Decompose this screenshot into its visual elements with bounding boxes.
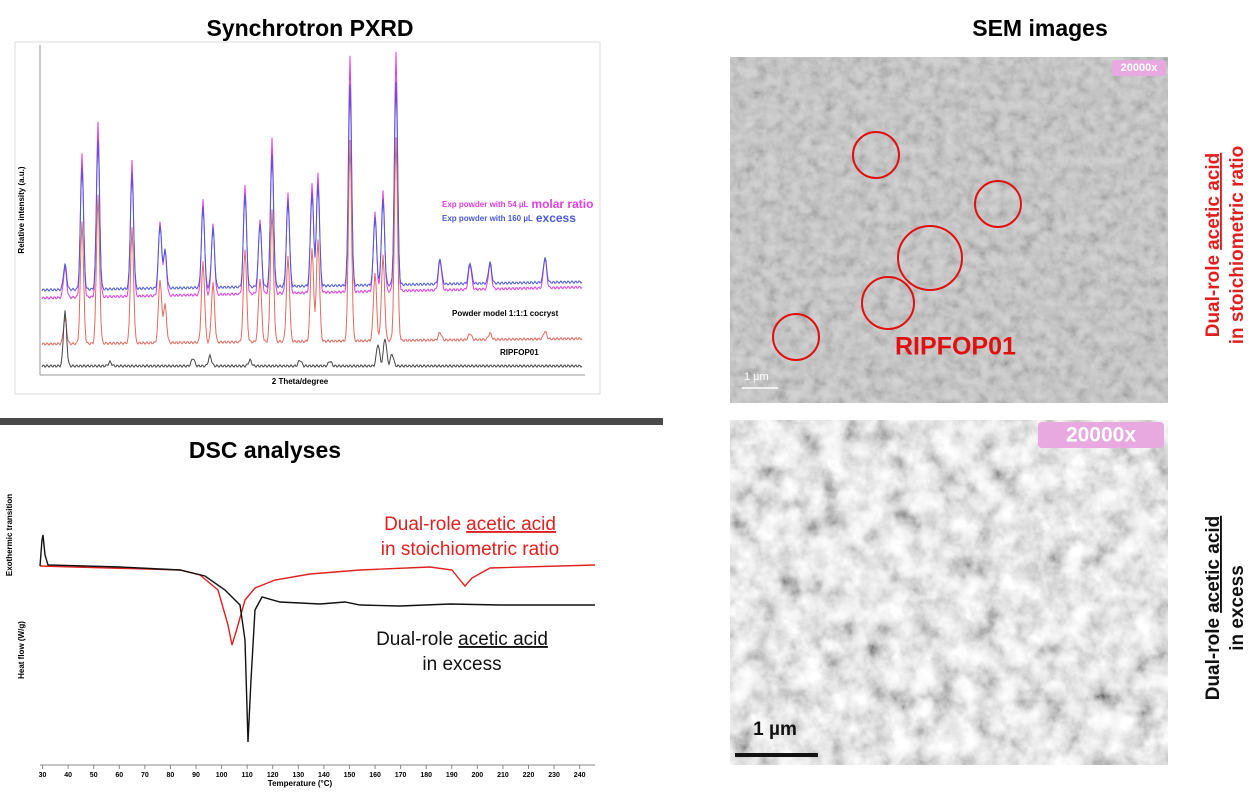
x-tick-label: 230 [548,772,560,779]
pxrd-trace [41,81,583,292]
annotation: Dual-role acetic acid [376,629,548,650]
x-tick-label: 200 [472,772,484,779]
x-tick-label: 50 [90,772,98,779]
dsc-y-label: Heat flow (W/g) [17,621,26,679]
sem-label: RIPFOP01 [895,333,1016,361]
x-tick-label: 210 [497,772,509,779]
side-label: in excess [1227,565,1248,651]
annotation: Dual-role acetic acid [384,514,556,535]
dsc-curve-black [39,534,595,743]
scale-label: 1 µm [753,719,797,740]
pxrd-traces [41,51,583,369]
x-tick-label: 110 [242,772,253,779]
circles [772,131,1022,361]
pxrd-frame [14,41,601,395]
x-tick-label: 180 [420,772,432,779]
x-tick-label: 150 [344,772,356,779]
pxrd-title: Synchrotron PXRD [206,15,413,41]
sem-tint [730,57,1168,403]
x-tick-label: 240 [574,772,586,779]
pxrd-trace [41,310,583,369]
trace-label: RIPFOP01 [500,348,539,357]
x-tick-label: 170 [395,772,407,779]
side-label: in stoichiometric ratio [1227,146,1248,344]
x-tick-label: 30 [39,772,47,779]
pxrd-trace [41,137,583,346]
sem-image [730,420,1168,765]
divider [0,418,663,425]
x-tick-label: 60 [115,772,123,779]
dsc-ticks: 30 40 50 60 70 80 90 100 110 120 130 140 150 160 170 18… [39,765,586,779]
annotation: in excess [422,654,501,675]
mag-badge [1112,60,1166,76]
trace-label: Powder model 1:1:1 cocryst [452,309,559,318]
dsc-title: DSC analyses [189,437,341,463]
dsc-x-label: Temperature (°C) [268,779,333,788]
scale-label: 1 µm [744,371,769,383]
legend-entry: Exp powder with 54 µL molar ratio [442,197,593,211]
side-label: Dual-roleacetic acid [1203,153,1224,338]
dsc-curve-red [39,564,596,646]
x-tick-label: 90 [192,772,200,779]
magnification: 20000x [1121,62,1159,74]
x-tick-label: 160 [369,772,381,779]
x-tick-label: 120 [267,772,279,779]
side-label: Dual-roleacetic acid [1203,516,1224,701]
x-tick-label: 70 [141,772,149,779]
pxrd-x-label: 2 Theta/degree [272,377,329,386]
annotation: in stoichiometric ratio [381,539,559,560]
legend-entry: Exp powder with 160 µL excess [442,211,576,225]
x-tick-label: 190 [446,772,458,779]
x-tick-label: 140 [318,772,330,779]
dsc-y-label-top: Exothermic transition [5,494,14,576]
x-tick-label: 100 [216,772,228,779]
mag-badge [1038,422,1164,448]
pxrd-trace [41,51,583,300]
sem-image [730,57,1168,403]
x-tick-label: 220 [523,772,535,779]
x-tick-label: 80 [167,772,175,779]
x-tick-label: 130 [292,772,304,779]
pxrd-y-label: Relative intensity (a.u.) [17,166,26,253]
sem-title: SEM images [972,15,1108,41]
magnification: 20000x [1066,424,1136,447]
x-tick-label: 40 [64,772,72,779]
